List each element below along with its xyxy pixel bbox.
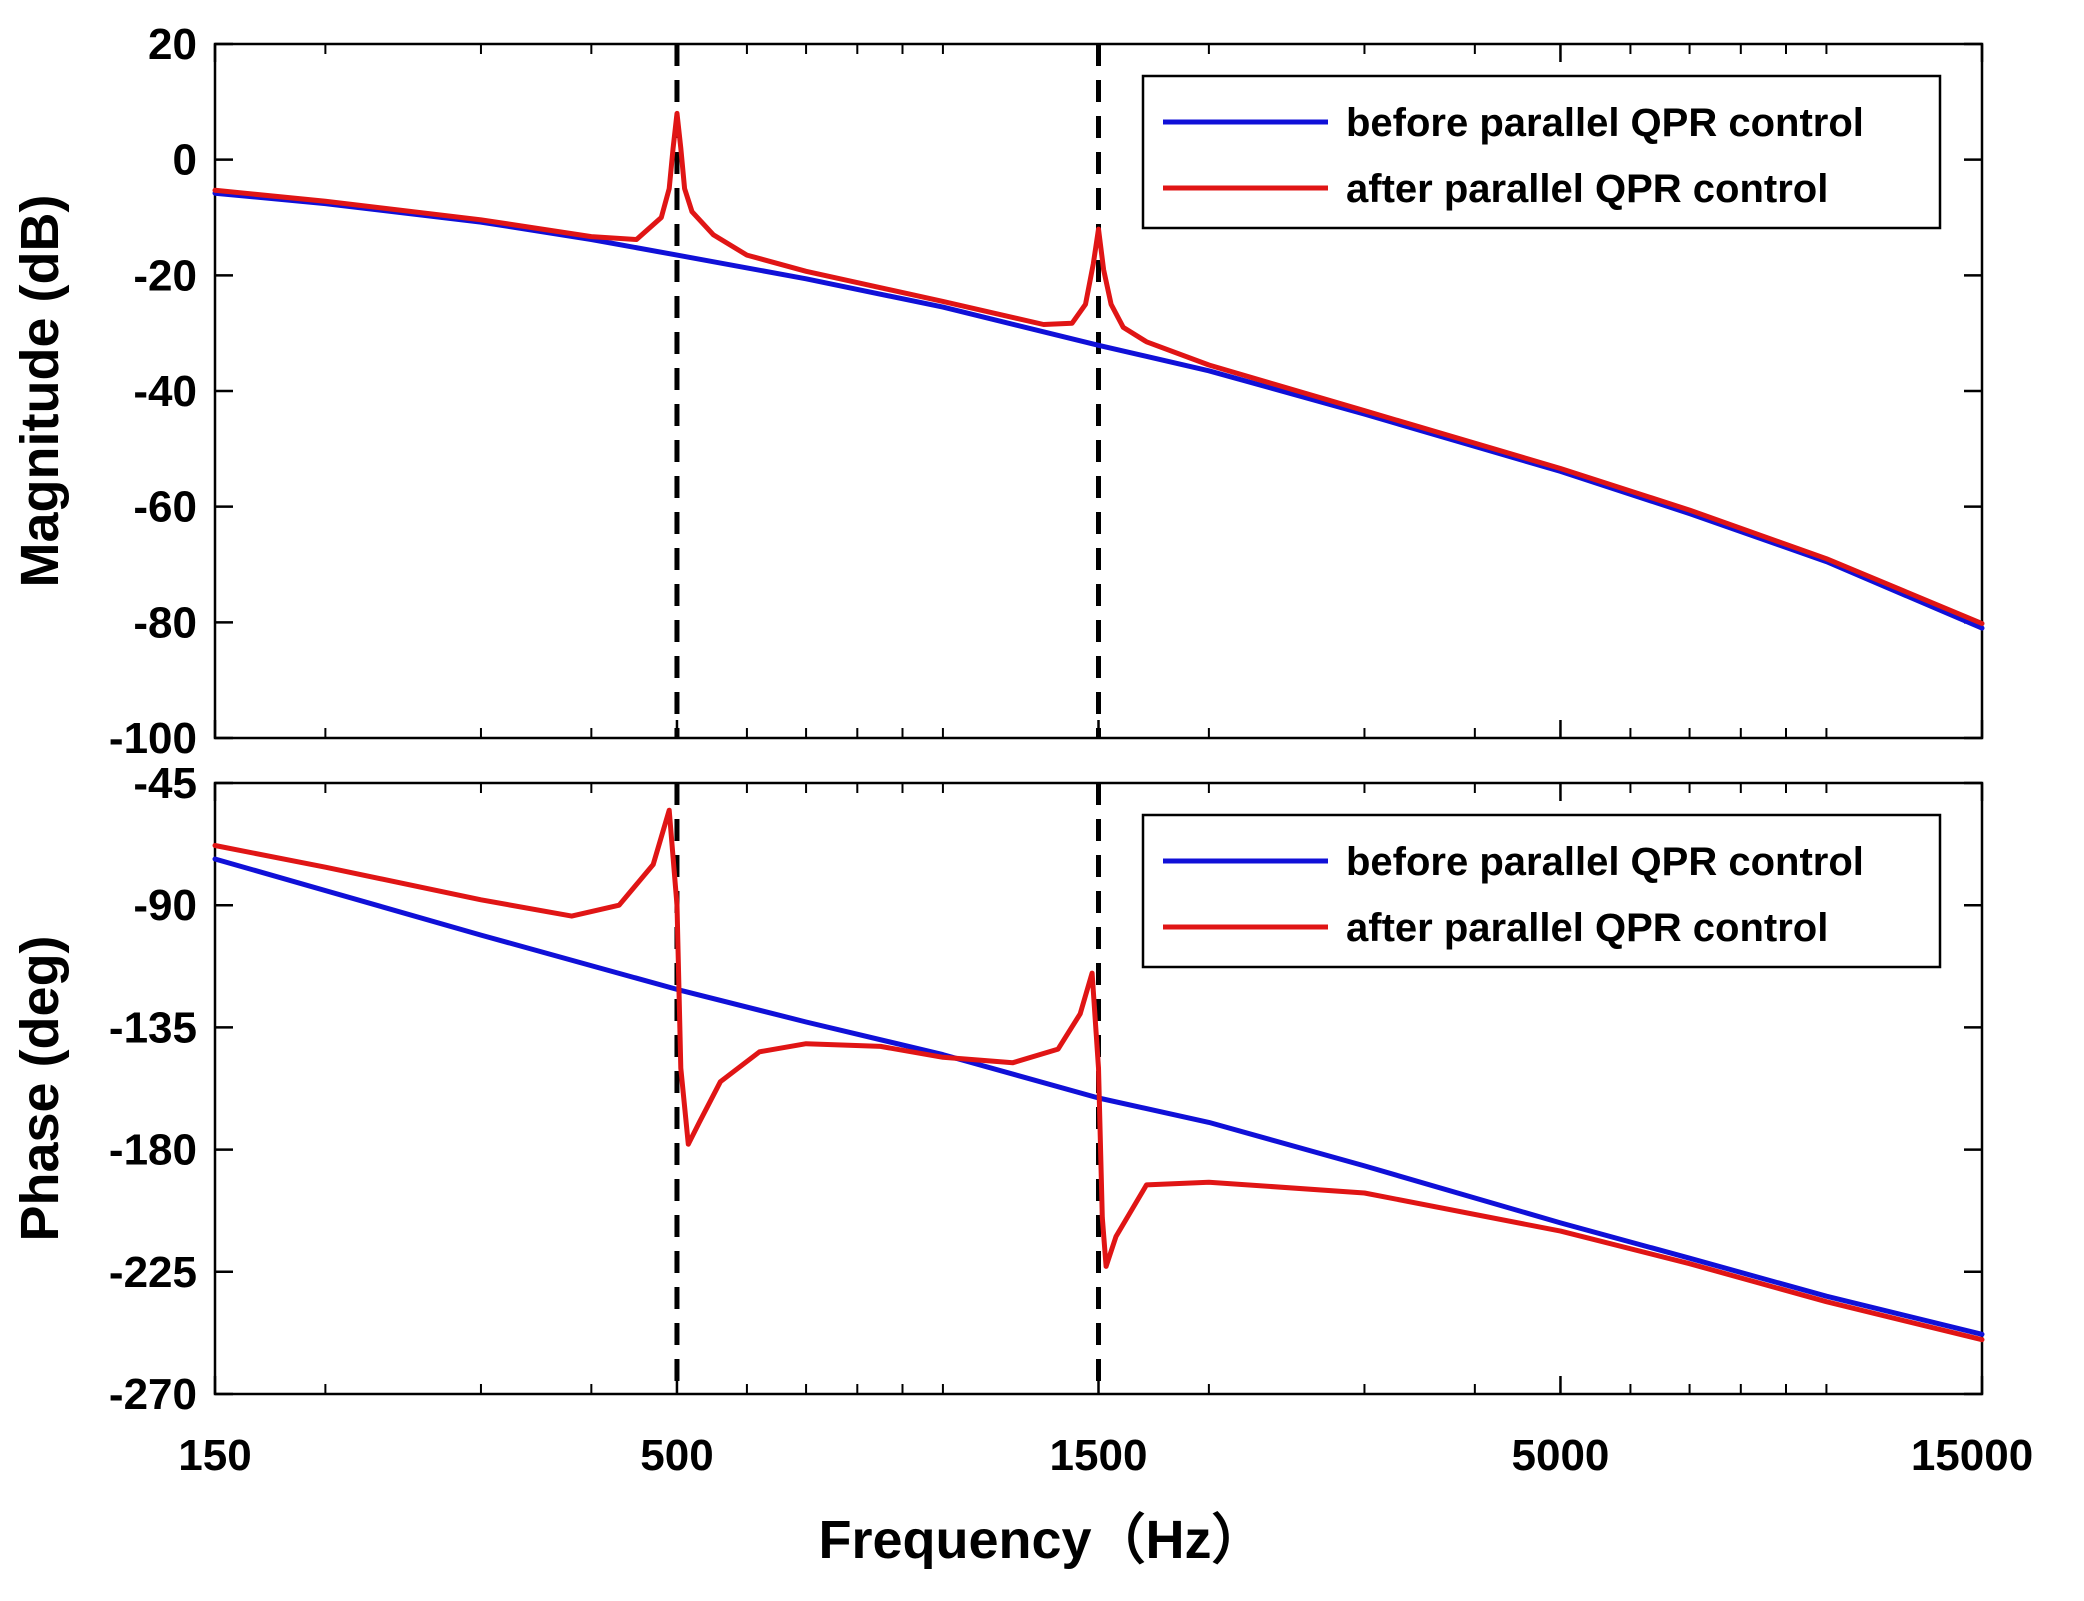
- series-before-line: [212, 856, 1985, 1337]
- magnitude-panel: 20 0 -20 -40 -60 -80 -100 Magnitude (dB) befor…: [10, 20, 1985, 763]
- magnitude-legend-box: [1141, 74, 1942, 230]
- magnitude-axis-ticks: [213, 42, 1984, 740]
- x-axis-title: Frequency（Hz）: [818, 1510, 1265, 1570]
- y-tick-label: -135: [109, 1003, 197, 1052]
- phase-y-tick-labels: -45 -90 -135 -180 -225 -270: [109, 759, 197, 1419]
- series-after-line: [212, 110, 1985, 626]
- y-tick-label: -20: [133, 251, 197, 300]
- magnitude-series: [212, 110, 1985, 631]
- y-tick-label: -100: [109, 714, 197, 763]
- x-tick-label: 500: [640, 1431, 713, 1480]
- x-tick-labels: 150 500 1500 5000 15000: [178, 1431, 2033, 1480]
- magnitude-y-tick-labels: 20 0 -20 -40 -60 -80 -100: [109, 20, 197, 763]
- x-tick-label: 150: [178, 1431, 251, 1480]
- phase-series: [212, 807, 1985, 1343]
- y-tick-label: -270: [109, 1370, 197, 1419]
- phase-legend-box: [1141, 813, 1942, 969]
- magnitude-resonance-markers: [674, 44, 1101, 738]
- magnitude-legend-label-after: after parallel QPR control: [1346, 167, 1828, 211]
- phase-legend: before parallel QPR control after parall…: [1141, 813, 1942, 969]
- y-tick-label: -60: [133, 483, 197, 532]
- x-tick-label: 15000: [1911, 1431, 2033, 1480]
- magnitude-legend-label-before: before parallel QPR control: [1346, 101, 1864, 145]
- series-after-line: [212, 807, 1985, 1343]
- phase-y-axis-title: Phase (deg): [10, 935, 70, 1241]
- y-tick-label: -225: [109, 1248, 197, 1297]
- y-tick-label: -40: [133, 367, 197, 416]
- x-tick-label: 5000: [1512, 1431, 1610, 1480]
- phase-legend-label-before: before parallel QPR control: [1346, 840, 1864, 884]
- y-tick-label: -80: [133, 598, 197, 647]
- y-tick-label: -180: [109, 1126, 197, 1175]
- y-tick-label: -45: [133, 759, 197, 808]
- phase-legend-label-after: after parallel QPR control: [1346, 906, 1828, 950]
- y-tick-label: -90: [133, 881, 197, 930]
- x-tick-label: 1500: [1050, 1431, 1148, 1480]
- y-tick-label: 0: [173, 136, 197, 185]
- magnitude-legend: before parallel QPR control after parall…: [1141, 74, 1942, 230]
- y-tick-label: 20: [148, 20, 197, 69]
- phase-panel: -45 -90 -135 -180 -225 -270 Phase (deg) befor…: [10, 759, 1985, 1419]
- magnitude-y-axis-title: Magnitude (dB): [10, 195, 70, 588]
